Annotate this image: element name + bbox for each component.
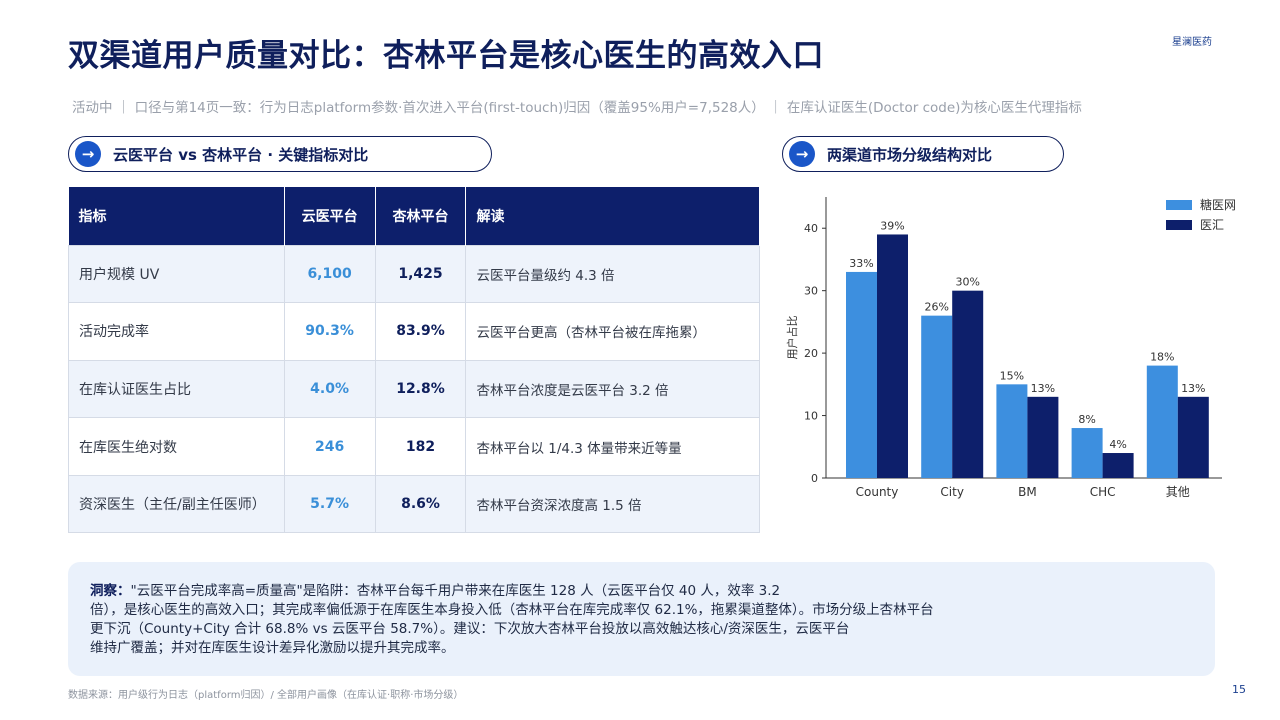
page-title: 双渠道用户质量对比：杏林平台是核心医生的高效入口 [68,38,824,74]
table-header-row: 指标 云医平台 杏林平台 解读 [68,187,760,245]
bar-series-1 [1146,365,1178,478]
insight-text: "云医平台完成率高=质量高"是陷阱：杏林平台每千用户带来在库医生 128 人（云… [130,583,781,599]
brand-logo-text: 星澜医药 [1172,37,1212,48]
x-tick-label: CHC [1090,485,1116,499]
insight-label: 洞察： [90,583,131,599]
bar-series-2 [952,290,984,478]
x-tick-label: County [856,485,899,499]
metric-note: 云医平台更高（杏林平台被在库拖累） [465,302,760,361]
legend-label: 糖医网 [1200,197,1236,212]
bar-value-label: 13% [1031,382,1055,395]
metric-note: 云医平台量级约 4.3 倍 [465,244,760,304]
table-row: 资深医生（主任/副主任医师） 5.7% 8.6% 杏林平台资深浓度高 1.5 倍 [68,474,760,534]
section-title-market-tier: 两渠道市场分级结构对比 [827,145,993,164]
metric-name: 在库认证医生占比 [68,359,285,419]
yun-value: 5.7% [283,474,376,534]
legend-swatch [1166,200,1192,210]
insight-box: 洞察："云医平台完成率高=质量高"是陷阱：杏林平台每千用户带来在库医生 128 … [68,562,1215,676]
insight-line: 更下沉（County+City 合计 68.8% vs 云医平台 58.7%）。… [90,621,850,637]
insight-line: 维持广覆盖；并对在库医生设计差异化激励以提升其完成率。 [90,640,455,656]
legend-swatch [1166,220,1192,230]
table-row: 用户规模 UV 6,100 1,425 云医平台量级约 4.3 倍 [68,244,760,304]
metric-name: 活动完成率 [68,302,285,361]
x-tick-label: City [940,485,964,499]
metric-name: 在库医生绝对数 [68,417,285,476]
bar-value-label: 33% [849,257,873,270]
metric-name: 资深医生（主任/副主任医师） [68,474,285,534]
yun-value: 4.0% [283,359,376,419]
bar-value-label: 18% [1150,351,1174,364]
x-tick-label: BM [1018,485,1037,499]
bar-series-2 [1177,396,1209,478]
metric-note: 杏林平台浓度是云医平台 3.2 倍 [465,359,760,419]
yun-value: 90.3% [283,302,376,361]
column-header-xing: 杏林平台 [375,187,467,245]
bar-series-2 [1027,396,1059,478]
column-header-metric: 指标 [68,187,285,245]
y-tick-label: 10 [804,410,818,423]
bar-value-label: 39% [880,219,904,232]
bar-value-label: 30% [955,276,979,289]
page-number: 15 [1232,683,1246,696]
table-row: 活动完成率 90.3% 83.9% 云医平台更高（杏林平台被在库拖累） [68,302,760,361]
xing-value: 182 [374,417,467,476]
y-tick-label: 40 [804,222,818,235]
section-header-comparison: → 云医平台 vs 杏林平台 · 关键指标对比 [68,136,492,172]
metric-note: 杏林平台资深浓度高 1.5 倍 [465,474,760,534]
yun-value: 6,100 [283,244,376,304]
y-tick-label: 0 [811,472,818,485]
xing-value: 12.8% [374,359,467,419]
bar-value-label: 4% [1109,438,1126,451]
metrics-table: 指标 云医平台 杏林平台 解读 用户规模 UV 6,100 1,425 云医平台… [68,187,760,534]
arrow-right-icon: → [75,141,101,167]
insight-line: 倍），是核心医生的高效入口；其完成率偏低源于在库医生本身投入低（杏林平台在库完成… [90,602,934,618]
x-tick-label: 其他 [1166,485,1190,499]
section-title-comparison: 云医平台 vs 杏林平台 · 关键指标对比 [113,145,369,164]
bar-value-label: 15% [1000,369,1024,382]
page-subtitle: 活动中 ｜ 口径与第14页一致：行为日志platform参数·首次进入平台(fi… [72,100,1082,116]
section-header-market-tier: → 两渠道市场分级结构对比 [782,136,1064,172]
arrow-right-icon: → [789,141,815,167]
bar-value-label: 26% [924,301,948,314]
market-tier-bar-chart: 0 10 20 30 40 用户占比 33% 39% County 26% 30% City 15% 13… [785,197,1236,499]
bar-series-1 [846,271,877,478]
bar-series-2 [1102,453,1134,478]
yun-value: 246 [283,417,376,476]
y-tick-label: 20 [804,347,818,360]
legend-label: 医汇 [1200,218,1224,232]
bar-series-1 [921,315,953,478]
metric-note: 杏林平台以 1/4.3 体量带来近等量 [465,417,760,476]
bar-series-1 [1071,428,1103,478]
metric-name: 用户规模 UV [68,244,285,304]
bar-value-label: 8% [1078,413,1095,426]
xing-value: 83.9% [374,302,467,361]
xing-value: 1,425 [374,244,467,304]
xing-value: 8.6% [374,474,467,534]
insight-line: 洞察："云医平台完成率高=质量高"是陷阱：杏林平台每千用户带来在库医生 128 … [90,582,1191,601]
y-tick-label: 30 [804,285,818,298]
data-source-note: 数据来源：用户级行为日志（platform归因）/ 全部用户画像（在库认证·职称… [68,690,464,701]
bar-series-2 [877,234,908,478]
column-header-yun: 云医平台 [284,187,376,245]
bar-series-1 [996,384,1028,478]
y-axis-label: 用户占比 [785,316,799,360]
bar-value-label: 13% [1181,382,1205,395]
table-row: 在库医生绝对数 246 182 杏林平台以 1/4.3 体量带来近等量 [68,417,760,476]
column-header-note: 解读 [465,187,760,245]
table-row: 在库认证医生占比 4.0% 12.8% 杏林平台浓度是云医平台 3.2 倍 [68,359,760,419]
